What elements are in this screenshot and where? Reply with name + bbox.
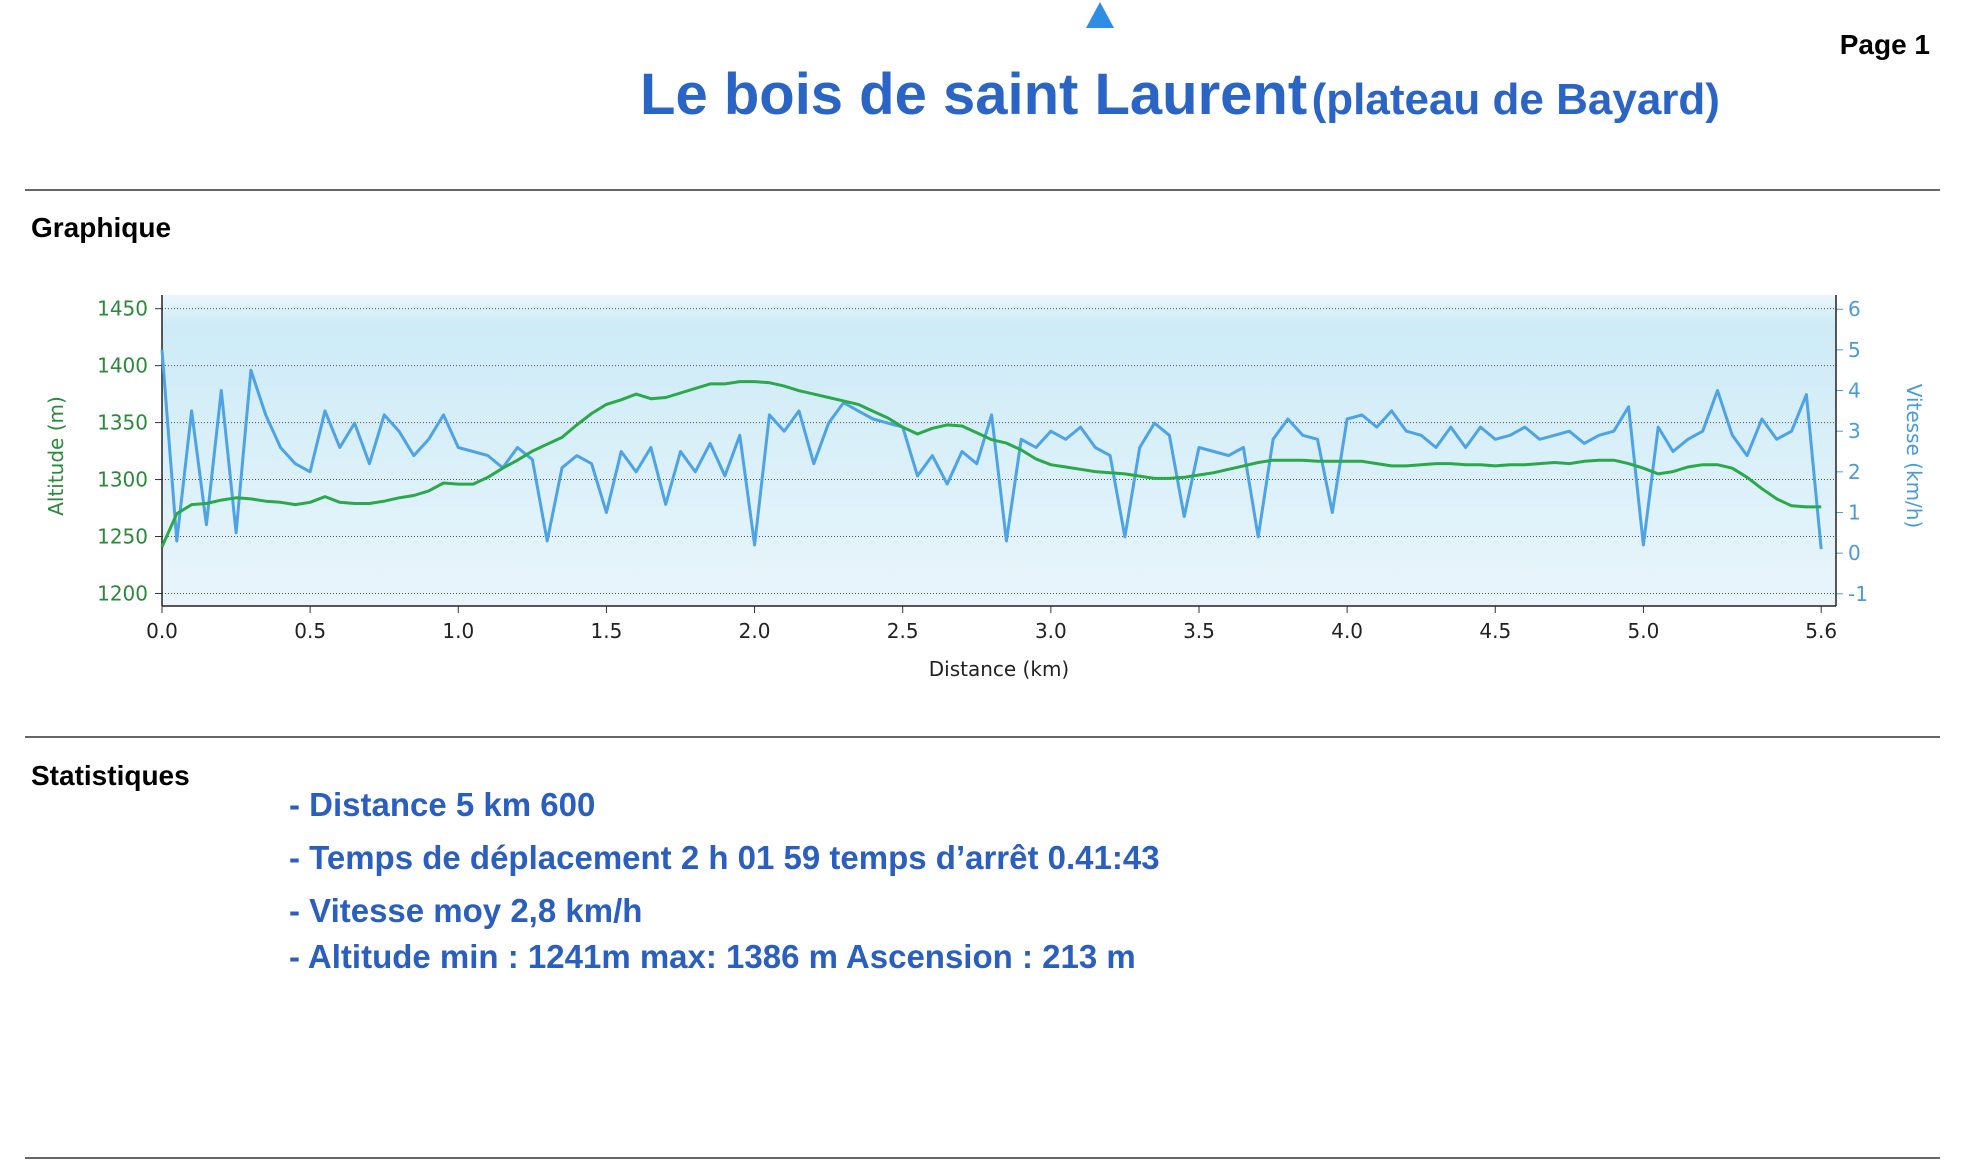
y-tick-label: 1200 — [97, 581, 148, 605]
stat-line: - Distance 5 km 600 — [289, 786, 595, 823]
y-axis-label: Altitude (m) — [44, 396, 68, 516]
y2-tick-label: 0 — [1848, 541, 1861, 565]
y-tick-label: 1250 — [97, 525, 148, 549]
y-tick-label: 1450 — [97, 297, 148, 321]
chart: 1200 1250 1300 1350 1400 1450 -1 0 1 2 3 4 5 6 0.0 0.5 1… — [44, 295, 1926, 681]
y2-tick-label: 1 — [1848, 500, 1861, 524]
title-main: Le bois de saint Laurent — [640, 62, 1307, 127]
x-tick-label: 3.0 — [1035, 619, 1067, 643]
x-tick-label: 1.5 — [591, 619, 623, 643]
x-tick-label: 2.5 — [887, 619, 919, 643]
y-tick-label: 1400 — [97, 354, 148, 378]
x-tick-label: 5.0 — [1628, 619, 1660, 643]
y-tick-label: 1350 — [97, 411, 148, 435]
y2-tick-label: 3 — [1848, 419, 1861, 443]
x-tick-label: 0.0 — [146, 619, 178, 643]
plot-area — [162, 295, 1836, 606]
x-tick-label: 3.5 — [1183, 619, 1215, 643]
page-number: Page 1 — [1840, 29, 1930, 60]
title: Le bois de saint Laurent (plateau de Bay… — [640, 62, 1720, 127]
y-tick-label: 1300 — [97, 468, 148, 492]
stat-line: - Altitude min : 1241m max: 1386 m Ascen… — [289, 938, 1136, 975]
x-axis-label: Distance (km) — [929, 657, 1069, 681]
y2-tick-label: 4 — [1848, 379, 1861, 403]
x-tick-label: 1.0 — [442, 619, 474, 643]
stat-line: - Vitesse moy 2,8 km/h — [289, 892, 642, 929]
y2-tick-label: 2 — [1848, 460, 1861, 484]
x-tick-label: 4.5 — [1479, 619, 1511, 643]
title-sub: (plateau de Bayard) — [1312, 75, 1720, 124]
x-tick-label: 0.5 — [294, 619, 326, 643]
section-heading: Statistiques — [31, 760, 190, 791]
y2-tick-label: 6 — [1848, 297, 1861, 321]
y2-tick-label: 5 — [1848, 338, 1861, 362]
section-heading: Graphique — [31, 212, 171, 243]
y2-tick-label: -1 — [1848, 582, 1868, 606]
altitude-line — [160, 380, 1822, 548]
y2-axis-label: Vitesse (km/h) — [1902, 384, 1926, 529]
speed-line — [160, 349, 1823, 550]
x-tick-label: 5.6 — [1805, 619, 1837, 643]
x-tick-label: 4.0 — [1331, 619, 1363, 643]
logo-triangle — [1086, 2, 1114, 28]
x-tick-label: 2.0 — [739, 619, 771, 643]
stat-line: - Temps de déplacement 2 h 01 59 temps d… — [289, 839, 1160, 876]
stats: - Distance 5 km 600 - Temps de déplacemen… — [289, 786, 1160, 975]
